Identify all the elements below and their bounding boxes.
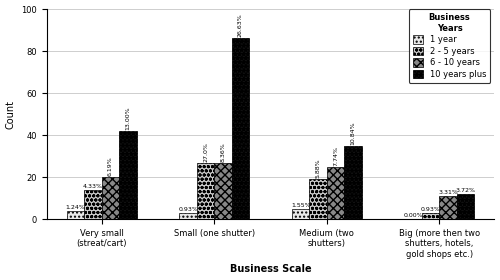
Bar — [197, 163, 214, 219]
Text: 13.00%: 13.00% — [126, 106, 130, 130]
Bar — [310, 179, 327, 219]
Legend: 1 year, 2 - 5 years, 6 - 10 years, 10 years plus: 1 year, 2 - 5 years, 6 - 10 years, 10 ye… — [409, 9, 490, 83]
Text: 0.00%: 0.00% — [404, 213, 423, 218]
Y-axis label: Count: Count — [6, 100, 16, 129]
Bar — [102, 177, 119, 219]
Bar — [292, 209, 310, 219]
Text: 3.72%: 3.72% — [456, 188, 475, 193]
Text: 5.88%: 5.88% — [316, 159, 320, 178]
Text: 27.0%: 27.0% — [203, 142, 208, 162]
Text: 7.74%: 7.74% — [333, 146, 338, 166]
Bar — [327, 167, 344, 219]
Text: 10.84%: 10.84% — [350, 121, 356, 145]
Bar — [180, 213, 197, 219]
Text: 0.93%: 0.93% — [420, 207, 440, 212]
Bar — [84, 190, 102, 219]
Bar — [456, 194, 474, 219]
Text: 1.55%: 1.55% — [291, 203, 310, 208]
Text: 0.93%: 0.93% — [178, 207, 198, 212]
Text: 26.63%: 26.63% — [238, 14, 243, 38]
Text: 3.31%: 3.31% — [438, 190, 458, 195]
Text: 4.33%: 4.33% — [83, 184, 103, 189]
Bar — [119, 131, 136, 219]
Bar — [440, 196, 456, 219]
X-axis label: Business Scale: Business Scale — [230, 264, 312, 274]
Text: 1.24%: 1.24% — [66, 205, 86, 210]
Bar — [232, 38, 249, 219]
Bar — [422, 213, 440, 219]
Bar — [214, 163, 232, 219]
Text: 8.36%: 8.36% — [220, 142, 226, 162]
Text: 6.19%: 6.19% — [108, 157, 113, 176]
Bar — [67, 211, 84, 219]
Bar — [344, 146, 362, 219]
